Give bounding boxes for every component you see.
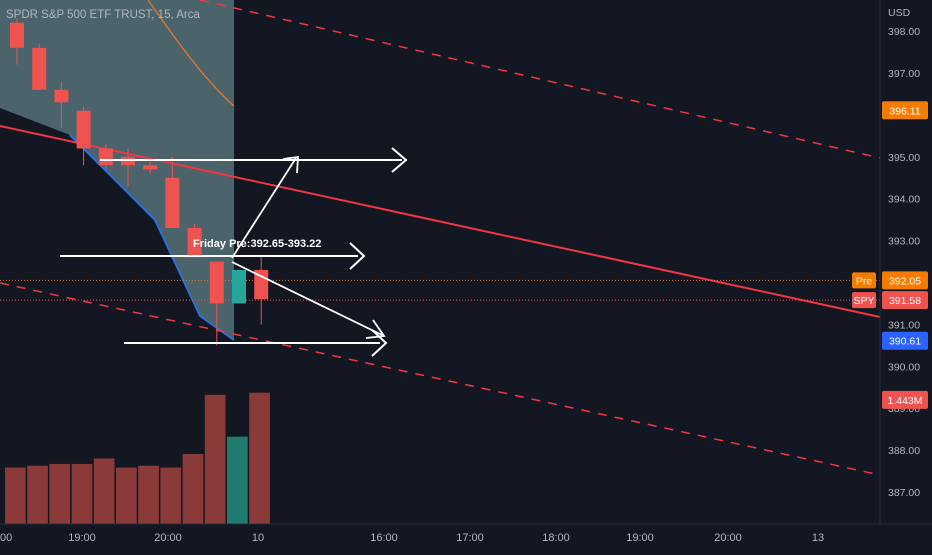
y-tick-label: 391.00 [888,319,920,331]
y-tick-label: 387.00 [888,487,920,499]
x-tick-label: 19:00 [68,532,96,544]
price-tag-name: Pre [856,275,873,287]
price-label-badge [882,291,928,310]
x-tick-label: 00 [0,532,12,544]
volume-bar [49,463,71,524]
candle-body [98,148,113,166]
price-label-badge [882,101,928,120]
x-tick-label: 20:00 [154,532,182,544]
channel-upper-line [199,0,881,159]
price-label-badge [882,390,928,409]
candle-body [54,89,69,103]
volume-bar [71,463,93,524]
candle-body [76,110,91,149]
lower-arrowhead [371,329,388,357]
x-tick-label: 19:00 [626,532,654,544]
x-tick-label: 20:00 [714,532,742,544]
y-tick-label: 390.00 [888,361,920,373]
y-tick-label: 393.00 [888,236,920,248]
price-tag-badge [852,272,876,289]
upper-arrowhead [391,147,408,173]
price-label-badge [882,331,928,350]
down-projection-arrowhead [365,319,386,339]
symbol-title[interactable]: SPDR S&P 500 ETF TRUST, 15, Arca [6,9,200,21]
volume-bar [204,394,226,524]
x-tick-label: 18:00 [542,532,570,544]
volume-bar [160,467,182,524]
channel-mid-line [0,125,881,318]
candle-body [10,22,24,48]
price-label-value: 390.61 [889,336,921,348]
candle-body [187,228,202,258]
volume-bar [93,458,115,524]
price-tag-badge [852,292,876,309]
projection-arrows [60,147,408,357]
volume-bar [249,392,270,524]
candle-body [32,47,47,90]
channel-lower-line [0,282,881,476]
volume-bar [116,467,137,524]
moving-average-line [147,0,235,107]
y-tick-label: 395.00 [888,152,920,164]
x-tick-label: 10 [252,532,264,544]
volume-bar [5,467,26,524]
candle-body [209,261,224,304]
volume-bar [27,465,48,524]
price-label-value: 392.05 [889,275,921,287]
up-projection-line [231,157,297,259]
volume-bar [138,465,159,524]
price-label-value: 396.11 [889,105,920,117]
symbol-title-text: SPDR S&P 500 ETF TRUST, 15, Arca [6,9,200,21]
price-label-value: 391.58 [889,295,921,307]
x-tick-label: 17:00 [456,532,484,544]
volume-bar [227,436,248,524]
price-tag-name: SPY [853,295,874,307]
y-tick-label: 394.00 [888,194,920,206]
annotation-label: Friday Pre:392.65-393.22 [193,238,321,250]
up-projection-arrowhead [282,155,299,174]
y-tick-label: 397.00 [888,68,920,80]
y-tick-label: 398.00 [888,26,920,38]
price-label-badge [882,271,928,290]
x-tick-label: 13 [812,532,824,544]
price-label-value: 1.443M [887,395,922,407]
currency-label: USD [888,7,911,19]
middle-arrowhead [349,242,366,270]
down-projection-line [231,261,383,336]
candle-body [143,165,158,170]
x-tick-label: 16:00 [370,532,398,544]
candle-body [232,269,246,304]
y-tick-label: 388.00 [888,445,920,457]
volume-bar [182,453,204,524]
candle-body [165,177,180,229]
